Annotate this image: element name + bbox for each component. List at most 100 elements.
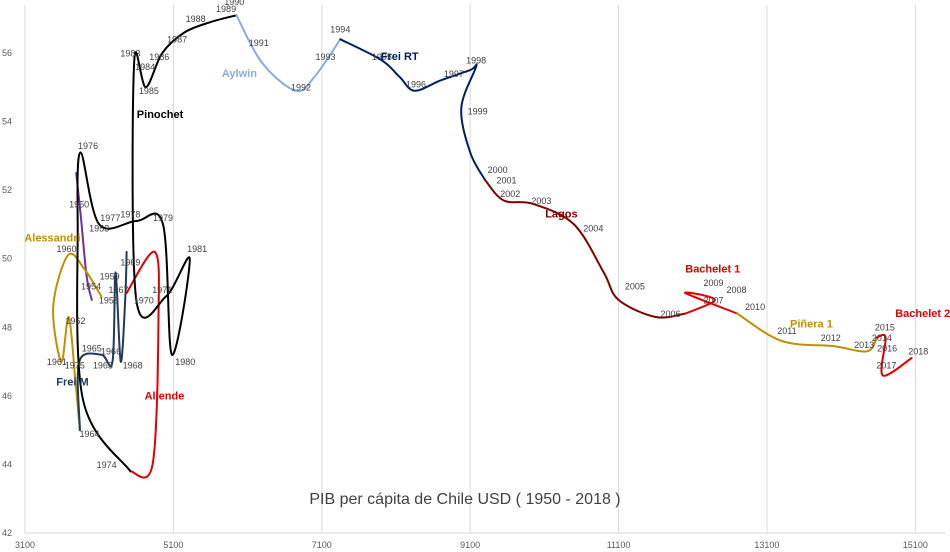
- series-lines: [52, 14, 913, 479]
- year-label: 1991: [249, 38, 269, 48]
- year-label: 2013: [854, 340, 874, 350]
- year-label: 1974: [97, 460, 117, 470]
- president-label: Bachelet 1: [685, 263, 740, 275]
- year-label: 2008: [727, 285, 747, 295]
- series-line-pi-era-1: [736, 312, 878, 353]
- year-label: 2017: [876, 360, 896, 370]
- series-line-aylwin: [235, 14, 342, 93]
- year-label: 1966: [101, 347, 121, 357]
- series-line-lagos: [484, 178, 687, 319]
- year-label: 2004: [583, 223, 603, 233]
- year-label: 2000: [488, 165, 508, 175]
- year-label: 1967: [108, 285, 128, 295]
- y-tick-label: 48: [2, 322, 12, 332]
- year-label: 2001: [497, 175, 517, 185]
- y-tick-label: 42: [2, 528, 12, 538]
- year-label: 1961: [47, 357, 67, 367]
- year-label: 1999: [468, 107, 488, 117]
- year-label: 1965: [82, 343, 102, 353]
- year-label: 2016: [877, 343, 897, 353]
- year-label: 1994: [330, 24, 350, 34]
- year-label: 1983: [120, 48, 140, 58]
- year-label: 2007: [704, 295, 724, 305]
- y-tick-label: 52: [2, 185, 12, 195]
- year-label: 1979: [153, 213, 173, 223]
- year-label: 2009: [704, 278, 724, 288]
- series-line-allende: [125, 250, 160, 479]
- year-label: 1987: [167, 35, 187, 45]
- year-label: 1977: [100, 213, 120, 223]
- x-tick-label: 13100: [754, 540, 779, 550]
- series-line-frei-m: [76, 250, 128, 432]
- year-label: 1995: [372, 52, 392, 62]
- year-label: 1992: [291, 83, 311, 93]
- year-label: 1960: [57, 244, 77, 254]
- year-label: 1976: [78, 141, 98, 151]
- year-label: 1968: [123, 360, 143, 370]
- year-label: 1971: [152, 285, 172, 295]
- year-label: 2018: [908, 347, 928, 357]
- series-line-pinochet: [76, 14, 238, 473]
- year-label: 2015: [875, 323, 895, 333]
- year-label: 1975: [65, 360, 85, 370]
- series-line-bachelet-1: [684, 291, 739, 315]
- president-label: Piñera 1: [790, 318, 833, 330]
- president-labels: Alessandri Frei M Allende Pinochet Aylwin Fre…: [24, 51, 950, 402]
- president-label: Lagos: [545, 209, 577, 221]
- y-tick-label: 44: [2, 459, 12, 469]
- year-label: 1990: [224, 0, 244, 7]
- year-label: 1997: [444, 69, 464, 79]
- year-label: 1981: [187, 244, 207, 254]
- year-label: 2003: [531, 196, 551, 206]
- y-tick-label: 50: [2, 254, 12, 264]
- year-label: 1964: [80, 429, 100, 439]
- year-label: 1963: [93, 360, 113, 370]
- year-label: 2005: [625, 282, 645, 292]
- year-labels: 1950 1953 1954 1958 1959 1960 1961 1962 1963 1964…: [47, 0, 928, 470]
- year-label: 2011: [777, 326, 796, 336]
- year-label: 2014: [872, 333, 892, 343]
- year-label: 1984: [135, 62, 155, 72]
- year-label: 1962: [65, 316, 85, 326]
- president-label: Frei RT: [381, 51, 419, 63]
- y-tick-label: 56: [2, 48, 12, 58]
- president-label: Bachelet 2: [895, 308, 950, 320]
- year-label: 1989: [216, 4, 236, 14]
- year-label: 1969: [120, 258, 140, 268]
- president-label: Pinochet: [137, 109, 184, 121]
- year-label: 1993: [315, 52, 335, 62]
- president-label: Aylwin: [222, 68, 257, 80]
- year-label: 1950: [69, 199, 89, 209]
- x-tick-label: 9100: [460, 540, 480, 550]
- year-label: 1996: [406, 79, 426, 89]
- x-tick-label: 5100: [163, 540, 183, 550]
- year-label: 2002: [500, 189, 520, 199]
- president-label: Frei M: [56, 377, 88, 389]
- x-tick-label: 7100: [312, 540, 332, 550]
- year-label: 1998: [466, 55, 486, 65]
- x-tick-label: 3100: [15, 540, 35, 550]
- year-label: 1985: [139, 86, 159, 96]
- x-tick-label: 11100: [607, 540, 631, 550]
- y-tick-label: 46: [2, 391, 12, 401]
- year-label: 1958: [99, 295, 119, 305]
- series-line-bachelet-2: [875, 333, 913, 377]
- year-label: 2012: [821, 333, 841, 343]
- year-label: 2006: [660, 309, 680, 319]
- year-label: 1978: [120, 210, 140, 220]
- year-label: 1953: [89, 223, 109, 233]
- series-line-alessandri: [52, 252, 103, 432]
- year-label: 1986: [149, 52, 169, 62]
- president-label: Alessandri: [24, 233, 80, 245]
- year-label: 1988: [186, 14, 206, 24]
- axes: 3100 5100 7100 9100 11100 13100 15100 42 44 46 48 5…: [2, 48, 945, 550]
- year-label: 1970: [134, 295, 154, 305]
- year-label: 1980: [175, 357, 195, 367]
- president-label: Allende: [145, 390, 185, 402]
- year-label: 1959: [100, 271, 120, 281]
- y-tick-label: 54: [2, 117, 12, 127]
- gridlines: [24, 5, 916, 533]
- series-line-frei-rt: [339, 38, 486, 181]
- year-label: 1954: [81, 282, 101, 292]
